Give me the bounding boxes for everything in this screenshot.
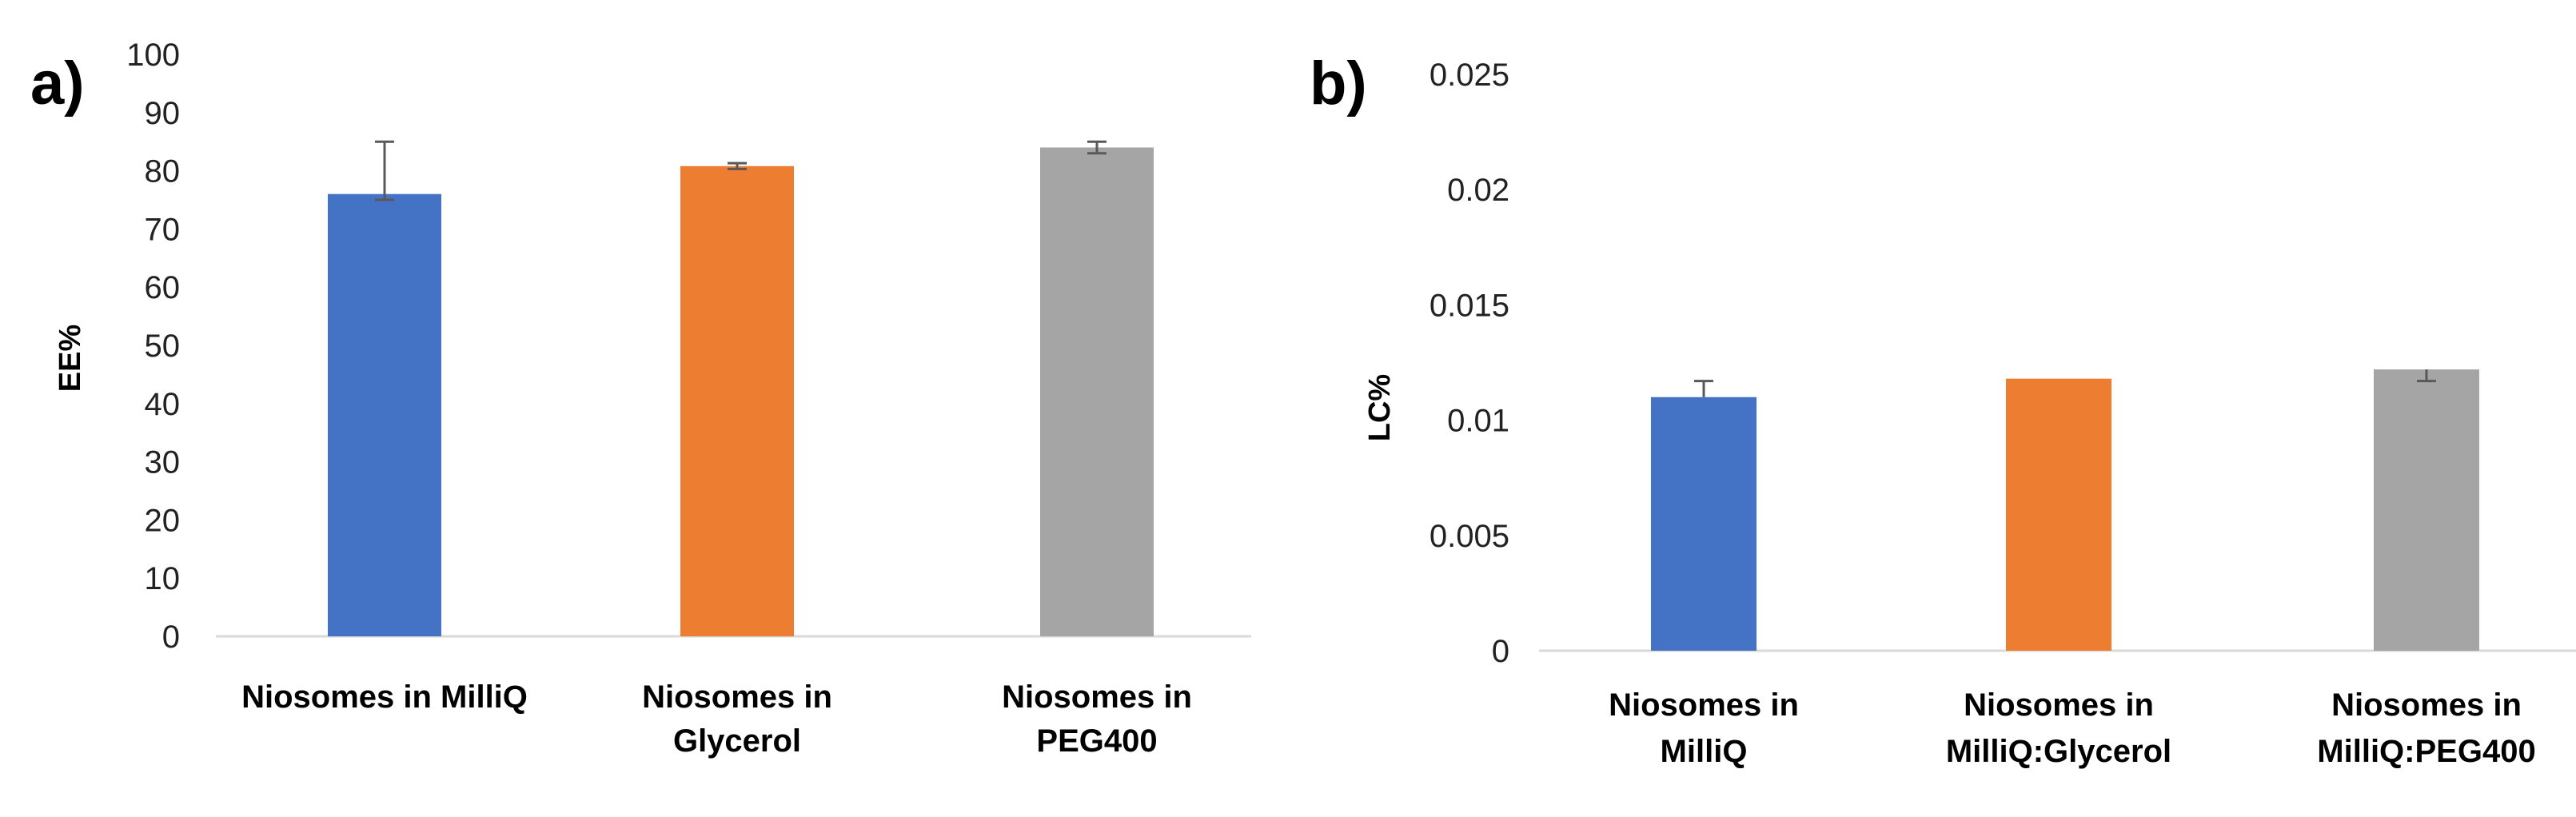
panel-a-y-tick-label: 40 [145, 387, 181, 422]
panel-a-x-category-label: Niosomes in MilliQ [241, 680, 528, 715]
panel-b-label: b) [1310, 50, 1367, 118]
panel-a-bar [1040, 147, 1154, 637]
panel-a-y-tick-label: 100 [126, 38, 180, 73]
panel-b-x-category-label: Niosomes in MilliQ:Glycerol [1946, 687, 2171, 769]
panel-a-y-tick-label: 50 [145, 329, 181, 364]
panel-b-y-tick-label: 0.02 [1447, 173, 1509, 208]
panel-a-x-category-label: Niosomes in Glycerol [642, 680, 832, 759]
panel-b-y-tick-label: 0.025 [1430, 58, 1509, 93]
panel-a-label: a) [30, 50, 85, 118]
panel-a-bar [328, 193, 441, 637]
panel-a-y-tick-label: 90 [145, 96, 181, 131]
panel-b-y-tick-label: 0 [1492, 634, 1509, 669]
panel-b-y-tick-label: 0.005 [1430, 519, 1509, 554]
panel-b-y-axis-label: LC% [1363, 374, 1397, 441]
panel-a-x-category-label: Niosomes in PEG400 [1002, 680, 1192, 759]
panel-b-y-tick-label: 0.01 [1447, 404, 1509, 439]
panel-a-y-tick-label: 80 [145, 154, 181, 189]
panel-a-y-tick-label: 20 [145, 503, 181, 538]
panel-a-y-tick-label: 70 [145, 212, 181, 247]
chart-panel-b: b) LC% 0 0.005 0.01 0.015 0.02 0.025 Niosomes … [1310, 50, 2576, 769]
panel-a-y-axis-label: EE% [54, 325, 87, 392]
panel-a-y-tick-label: 30 [145, 445, 181, 480]
panel-b-bar [2374, 369, 2479, 651]
panel-b-x-category-label: Niosomes in MilliQ [1609, 687, 1799, 769]
panel-b-x-category-label: Niosomes in MilliQ:PEG400 [2317, 687, 2535, 769]
panel-b-bar [2006, 378, 2111, 651]
panel-a-bar [680, 165, 794, 636]
chart-panel-a: a) EE% 0 10 20 30 40 50 60 70 80 90 100 Niosomes in… [30, 38, 1251, 759]
panel-a-y-tick-label: 60 [145, 270, 181, 305]
panel-b-y-tick-label: 0.015 [1430, 288, 1509, 323]
panel-b-bar [1651, 397, 1757, 651]
panel-a-y-tick-label: 0 [162, 620, 180, 655]
panel-a-y-tick-label: 10 [145, 561, 181, 596]
